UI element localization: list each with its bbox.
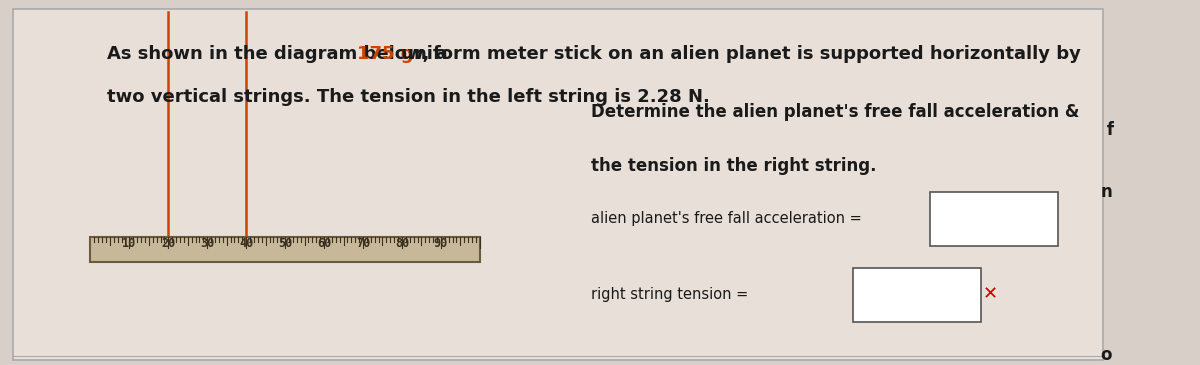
Text: uniform meter stick on an alien planet is supported horizontally by: uniform meter stick on an alien planet i… <box>395 45 1080 63</box>
Text: 10: 10 <box>122 237 137 250</box>
Text: o th: o th <box>1100 346 1138 364</box>
Text: 60: 60 <box>317 237 331 250</box>
Text: 20: 20 <box>161 237 175 250</box>
Text: 80: 80 <box>395 237 409 250</box>
Text: right string tension =: right string tension = <box>592 287 749 302</box>
Text: As shown in the diagram below, a: As shown in the diagram below, a <box>107 45 454 63</box>
Text: ✕: ✕ <box>983 286 998 304</box>
Text: n. 1: n. 1 <box>1100 182 1136 200</box>
Text: 50: 50 <box>278 237 293 250</box>
Text: 30: 30 <box>200 237 215 250</box>
Text: 90: 90 <box>433 237 448 250</box>
Text: fre: fre <box>1100 121 1133 139</box>
Text: the tension in the right string.: the tension in the right string. <box>592 157 877 175</box>
Text: alien planet's free fall acceleration =: alien planet's free fall acceleration = <box>592 211 862 226</box>
FancyBboxPatch shape <box>852 268 980 322</box>
FancyBboxPatch shape <box>930 192 1058 246</box>
Text: 40: 40 <box>239 237 253 250</box>
FancyBboxPatch shape <box>12 9 1103 360</box>
Text: 70: 70 <box>356 237 370 250</box>
Text: Determine the alien planet's free fall acceleration &: Determine the alien planet's free fall a… <box>592 103 1080 121</box>
Text: 175 g: 175 g <box>356 45 413 63</box>
Text: two vertical strings. The tension in the left string is 2.28 N.: two vertical strings. The tension in the… <box>107 88 710 106</box>
Bar <box>90 237 480 262</box>
